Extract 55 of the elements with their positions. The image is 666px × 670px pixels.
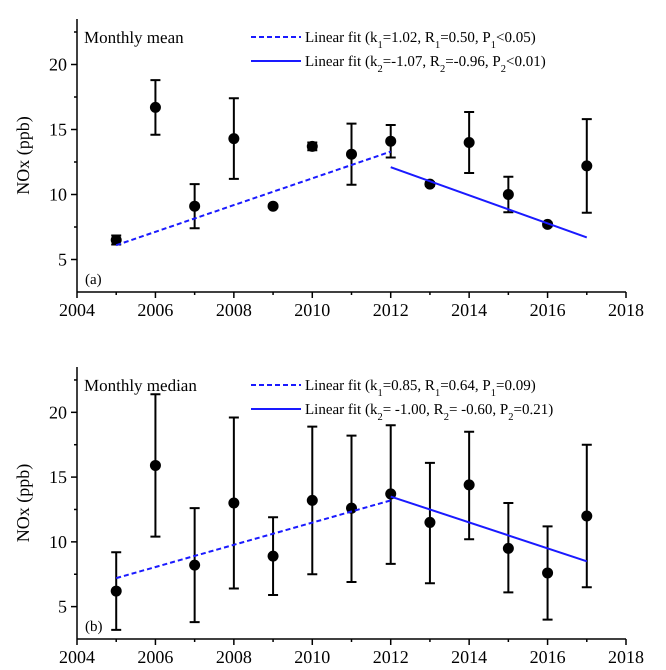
legend-label: Linear fit (k$_{2}$= -1.00, R$_{2}$= -0.60, P$_{2}$=0.21) <box>305 402 554 422</box>
y-tick-label: 10 <box>49 532 67 552</box>
point <box>346 148 357 160</box>
x-tick-label: 2008 <box>216 300 252 320</box>
x-tick-label: 2016 <box>530 300 566 320</box>
legend-label: Linear fit (k$_{1}$=0.85, R$_{1}$=0.64, P$_{1}$=0.09) <box>305 378 536 398</box>
y-tick-label: 5 <box>58 250 67 270</box>
y-tick-label: 20 <box>49 54 67 74</box>
x-tick-label: 2008 <box>216 647 252 667</box>
point <box>268 200 279 212</box>
x-tick-label: 2012 <box>372 300 409 320</box>
x-tick-label: 2004 <box>59 647 95 667</box>
point <box>581 160 592 172</box>
point <box>189 560 200 571</box>
point <box>110 586 122 597</box>
y-axis-title: NOx (ppb) <box>13 464 33 542</box>
point <box>306 494 318 506</box>
x-tick-label: 2012 <box>372 647 409 667</box>
point <box>150 460 161 471</box>
y-tick-label: 10 <box>49 184 67 204</box>
x-tick-label: 2018 <box>608 300 644 320</box>
legend-label: Linear fit (k$_{1}$=1.02, R$_{1}$=0.50, P$_{1}$<0.05) <box>305 30 536 50</box>
point <box>385 488 396 500</box>
point <box>502 189 514 200</box>
x-tick-label: 2010 <box>294 647 330 667</box>
y-tick-label: 15 <box>49 467 67 488</box>
y-tick-label: 15 <box>49 120 67 140</box>
point <box>228 133 240 144</box>
y-tick-label: 5 <box>58 596 67 617</box>
point <box>502 542 514 554</box>
point <box>581 510 592 522</box>
point <box>464 137 475 148</box>
x-tick-label: 2014 <box>451 647 488 667</box>
x-tick-label: 2014 <box>451 300 488 320</box>
y-tick-label: 20 <box>49 402 67 422</box>
point <box>424 516 436 528</box>
point <box>464 479 475 490</box>
point <box>189 200 200 212</box>
y-axis-title: NOx (ppb) <box>13 116 33 195</box>
x-tick-label: 2010 <box>294 300 330 320</box>
annotation: (b) <box>85 619 102 635</box>
x-tick-label: 2018 <box>608 647 644 667</box>
x-tick-label: 2016 <box>530 647 566 667</box>
x-tick-label: 2006 <box>137 300 174 320</box>
legend-label: Linear fit (k$_{2}$=-1.07, R$_{2}$=-0.96, P$_{2}$<0.01) <box>305 54 546 74</box>
point <box>228 498 240 508</box>
point <box>542 567 554 578</box>
text: Monthly median <box>84 376 198 395</box>
point <box>268 550 279 562</box>
x-tick-label: 2006 <box>137 647 174 667</box>
point <box>150 102 161 113</box>
text: Monthly mean <box>84 28 184 47</box>
point <box>385 136 396 147</box>
x-tick-label: 2004 <box>59 300 95 320</box>
annotation: (a) <box>85 272 102 288</box>
